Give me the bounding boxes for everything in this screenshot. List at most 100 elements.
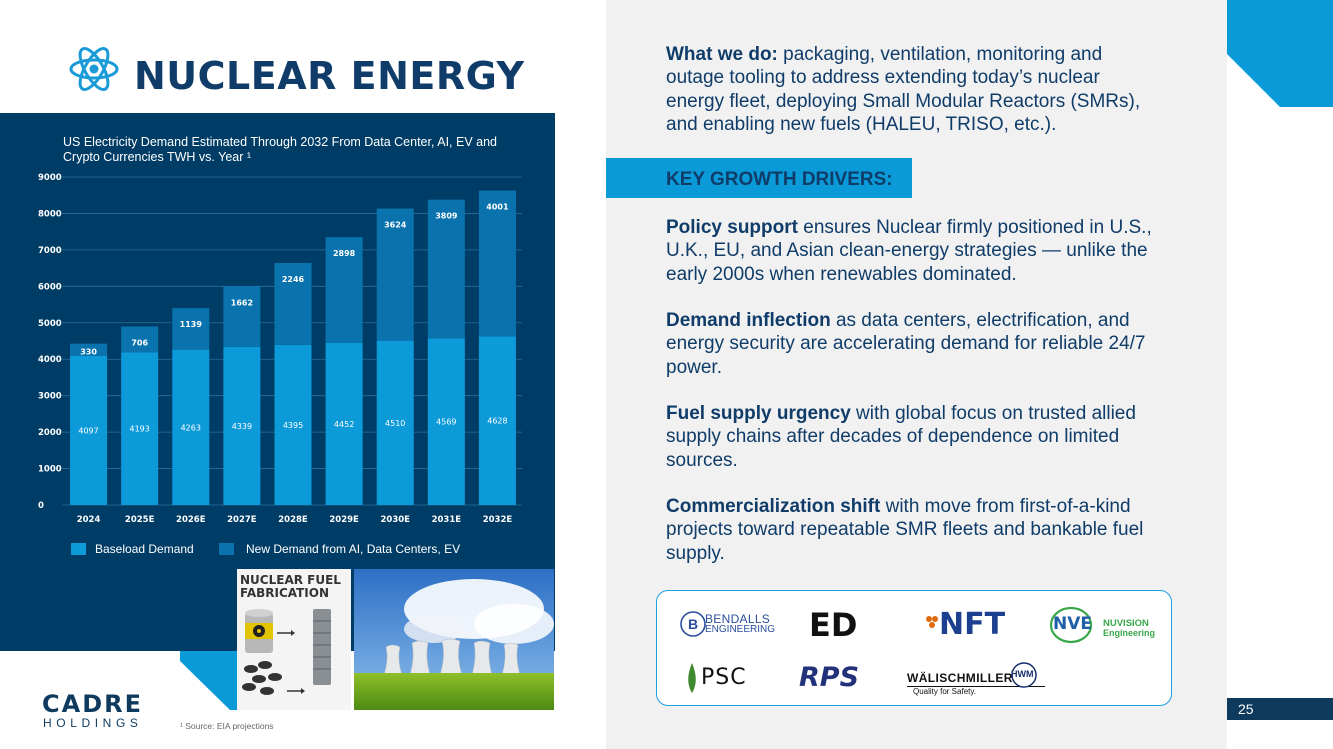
driver-label: Policy support <box>666 217 798 238</box>
source-footnote: ¹ Source: EIA projections <box>180 721 274 731</box>
driver-label: Fuel supply urgency <box>666 403 851 424</box>
bar-new-demand <box>223 286 261 347</box>
nuvision-sub: Engineering <box>1103 628 1156 638</box>
driver-text: with move from first-of-a-kind projects … <box>666 496 1144 564</box>
y-tick-label: 6000 <box>38 282 62 292</box>
page-title: NUCLEAR ENERGY <box>134 54 525 98</box>
fuel-fabrication-image <box>237 569 351 710</box>
atom-icon <box>69 47 119 91</box>
x-tick-label: 2031E <box>432 515 462 525</box>
hwm-name: HWM <box>1011 669 1034 679</box>
nve-emblem-icon <box>1049 606 1093 644</box>
nuvision-name: NUVISION <box>1103 618 1149 629</box>
driver-policy-support: Policy support ensures Nuclear firmly po… <box>666 216 1156 286</box>
legend-swatch-new-demand <box>219 543 234 555</box>
x-tick-label: 2026E <box>176 515 206 525</box>
partner-logos-box: B BENDALLS ENGINEERING ED NFT NVE NUVISI… <box>656 590 1172 706</box>
bar-new-demand <box>121 326 159 353</box>
y-tick-label: 4000 <box>38 355 62 365</box>
nve-logo: NVE NUVISION Engineering <box>1049 605 1156 645</box>
demand-bar-chart: 0 1000 2000 3000 4000 5000 6000 7000 8000 9000 409… <box>38 173 522 556</box>
legend-swatch-baseload <box>71 543 86 555</box>
x-tick-label: 2027E <box>227 515 257 525</box>
what-we-do-text: packaging, ventilation, monitoring and o… <box>666 44 1141 135</box>
driver-label: Commercialization shift <box>666 496 881 517</box>
x-tick-label: 2024 <box>77 515 101 525</box>
bar-new-demand <box>325 237 363 343</box>
data-label-new-demand: 3809 <box>435 212 458 221</box>
what-we-do-label: What we do: <box>666 44 778 65</box>
psc-leaf-icon <box>688 663 696 693</box>
cadre-logo: CADRE <box>42 690 143 718</box>
driver-text: ensures Nuclear firmly positioned in U.S… <box>666 217 1152 285</box>
rps-logo: RPS <box>799 662 860 693</box>
x-tick-label: 2032E <box>483 515 513 525</box>
legend-label-new-demand: New Demand from AI, Data Centers, EV <box>246 542 460 556</box>
holdings-wordmark: HOLDINGS <box>43 716 143 730</box>
x-tick-label: 2029E <box>329 515 359 525</box>
cooling-towers-image <box>354 569 554 710</box>
bar-baseload <box>70 355 108 505</box>
y-tick-label: 5000 <box>38 319 62 329</box>
y-tick-label: 1000 <box>38 465 62 475</box>
data-label-new-demand: 1662 <box>231 298 253 307</box>
data-label-new-demand: 2246 <box>282 275 305 284</box>
data-label-baseload: 4569 <box>436 418 456 427</box>
data-label-new-demand: 706 <box>131 338 148 347</box>
bar-new-demand <box>376 208 414 341</box>
chart-title: US Electricity Demand Estimated Through … <box>63 135 498 164</box>
cooling-towers-illustration <box>354 569 554 710</box>
bar-baseload <box>478 336 516 505</box>
psc-logo: PSC <box>685 661 765 695</box>
page-number: 25 <box>1227 698 1333 720</box>
data-label-baseload: 4193 <box>129 425 149 434</box>
hwm-emblem-icon <box>1011 662 1037 688</box>
driver-commercialization-shift: Commercialization shift with move from f… <box>666 495 1156 565</box>
bar-new-demand <box>427 199 465 339</box>
y-tick-label: 2000 <box>38 428 62 438</box>
y-tick-label: 8000 <box>38 209 62 219</box>
data-label-new-demand: 330 <box>80 348 97 357</box>
bar-new-demand <box>172 308 210 350</box>
data-label-baseload: 4510 <box>385 419 405 428</box>
corner-accent <box>1227 0 1333 107</box>
data-label-baseload: 4097 <box>78 426 98 435</box>
legend-label-baseload: Baseload Demand <box>95 542 194 556</box>
nft-logo: NFT <box>925 605 1005 645</box>
what-we-do-paragraph: What we do: packaging, ventilation, moni… <box>666 43 1156 136</box>
blue-accent-block <box>180 651 237 710</box>
nft-name: NFT <box>939 607 1006 642</box>
x-tick-label: 2028E <box>278 515 308 525</box>
fuel-fabrication-illustration <box>237 569 351 710</box>
data-label-baseload: 4339 <box>232 422 252 431</box>
data-label-new-demand: 3624 <box>384 221 407 230</box>
bar-baseload <box>121 352 159 505</box>
walischmiller-rule <box>907 686 1045 687</box>
data-label-new-demand: 2898 <box>333 249 356 258</box>
data-label-new-demand: 1139 <box>180 320 203 329</box>
data-label-baseload: 4395 <box>283 421 303 430</box>
bar-new-demand <box>478 190 516 337</box>
bendalls-emblem-icon: B <box>680 611 706 637</box>
bar-baseload <box>274 344 312 505</box>
y-tick-label: 0 <box>38 501 44 511</box>
y-tick-label: 7000 <box>38 246 62 256</box>
bar-baseload <box>325 342 363 505</box>
nft-dots-icon <box>926 616 938 628</box>
bar-baseload <box>427 338 465 505</box>
bar-baseload <box>223 346 261 505</box>
walischmiller-name: WÄLISCHMILLER <box>907 671 1013 685</box>
bar-new-demand <box>274 262 312 345</box>
data-label-baseload: 4628 <box>487 417 507 426</box>
bendalls-logo: B BENDALLS ENGINEERING <box>679 609 775 641</box>
drivers-banner <box>606 158 912 198</box>
key-growth-drivers-heading: KEY GROWTH DRIVERS: <box>666 169 893 190</box>
bar-new-demand <box>70 343 108 356</box>
walischmiller-logo: WÄLISCHMILLER Quality for Safety. HWM <box>907 659 1047 699</box>
x-tick-label: 2025E <box>125 515 155 525</box>
driver-text: with global focus on trusted allied supp… <box>666 403 1136 471</box>
data-label-new-demand: 4001 <box>486 203 509 212</box>
bendalls-name: BENDALLS <box>705 612 771 626</box>
data-label-baseload: 4263 <box>181 423 201 432</box>
data-label-baseload: 4452 <box>334 420 354 429</box>
